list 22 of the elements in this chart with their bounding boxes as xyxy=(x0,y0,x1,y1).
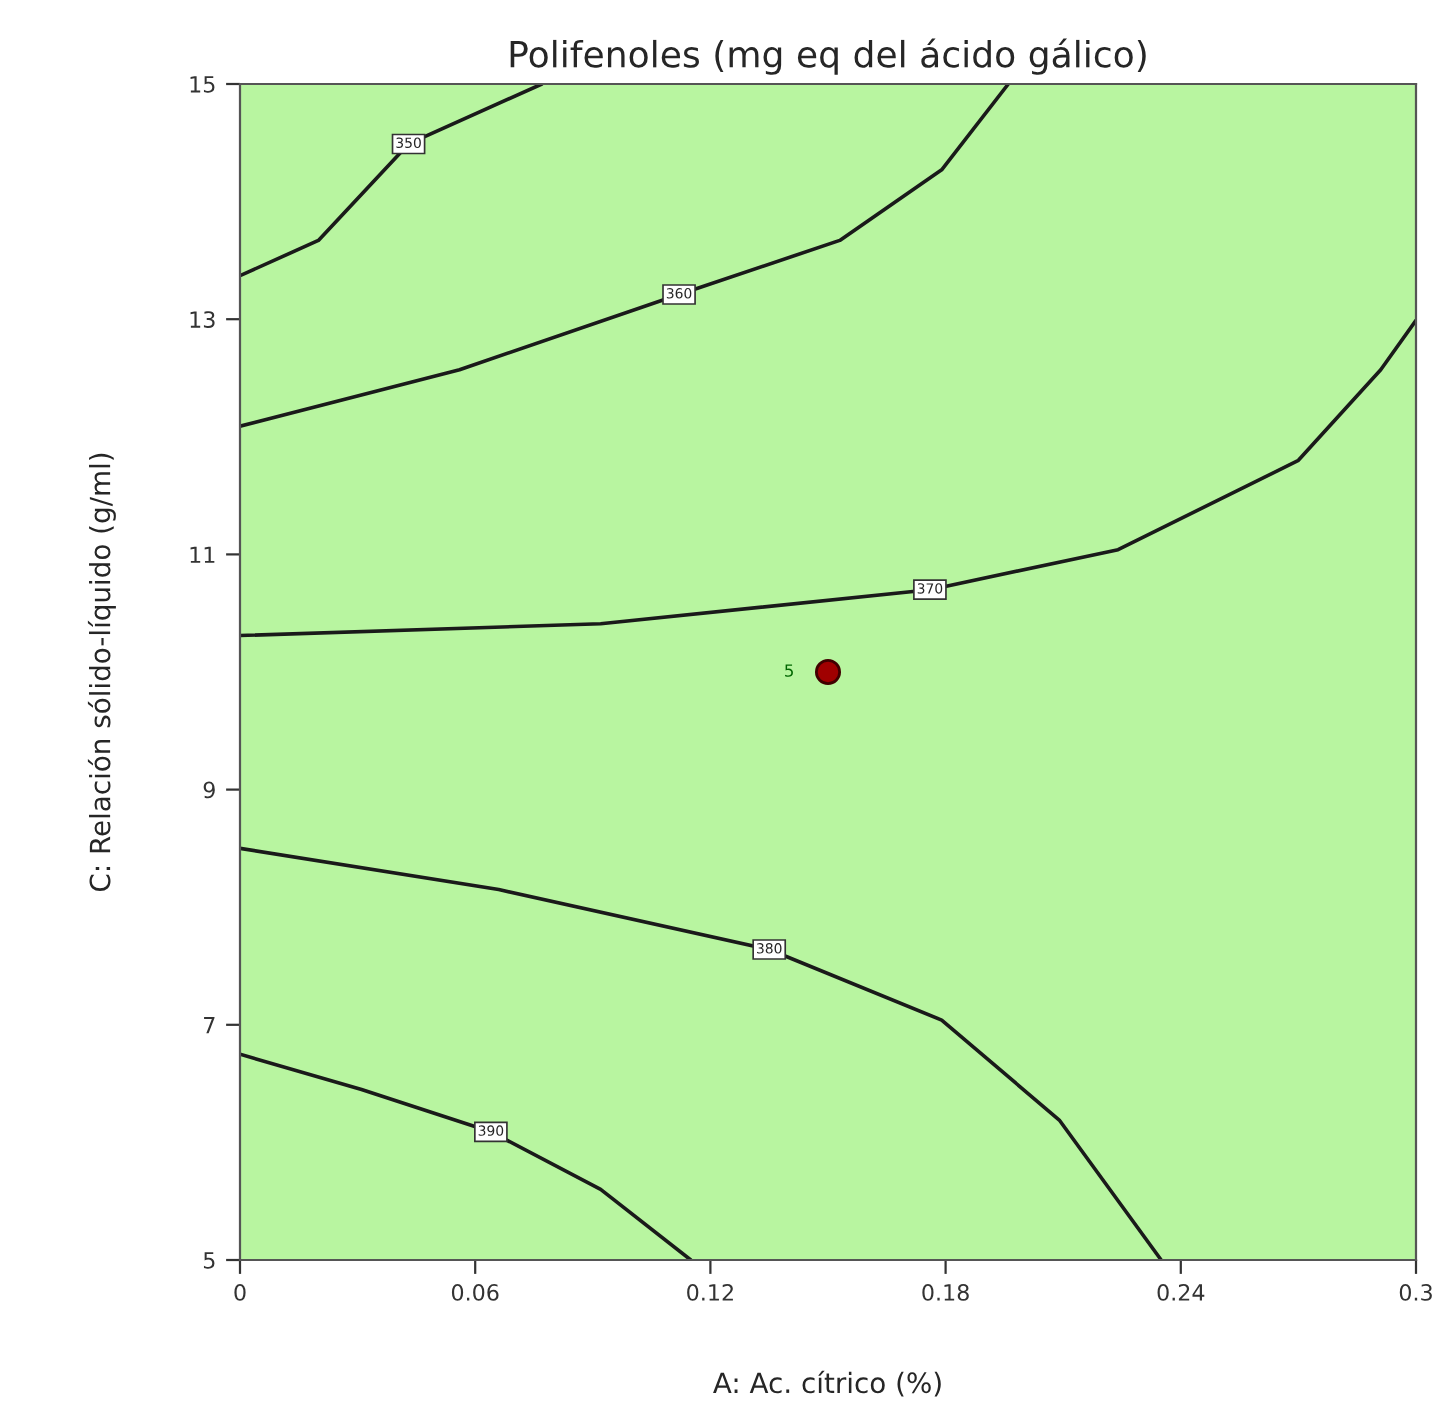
annotation: 5 xyxy=(785,664,793,677)
x-tick-label: 0 xyxy=(234,1284,246,1301)
line-series xyxy=(240,84,1011,429)
x-tick-label: 0.06 xyxy=(451,1284,499,1301)
y-tick-label: 13 xyxy=(190,311,215,328)
y-axis-title: C: Relación sólido-líquido (g/ml) xyxy=(87,453,116,892)
y-tick-label: 11 xyxy=(190,546,215,563)
x-tick-label: 0.24 xyxy=(1157,1284,1205,1301)
x-tick-label: 0.12 xyxy=(687,1284,733,1301)
y-tick-label: 7 xyxy=(204,1017,215,1034)
x-tick-label: 0.3 xyxy=(1399,1284,1432,1301)
y-tick-label: 5 xyxy=(203,1252,215,1269)
y-tick-label: 9 xyxy=(203,781,215,799)
y-tick-label: 15 xyxy=(190,76,215,93)
x-tick-label: 0.18 xyxy=(922,1284,969,1301)
x-axis-title: A: Ac. cítrico (%) xyxy=(713,1370,941,1397)
line-series xyxy=(240,84,544,278)
line-series xyxy=(240,1052,693,1260)
chart-title: Polifenoles (mg eq del ácido gálico) xyxy=(510,38,1146,75)
line-series xyxy=(240,318,1416,638)
point xyxy=(814,658,842,686)
line-series xyxy=(240,846,1164,1260)
